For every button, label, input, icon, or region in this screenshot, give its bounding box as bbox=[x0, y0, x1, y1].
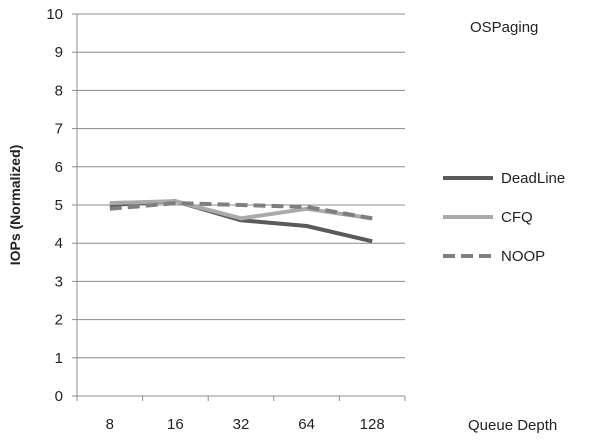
series-lines bbox=[109, 199, 373, 244]
legend-label-deadline: DeadLine bbox=[501, 170, 565, 187]
legend-label-noop: NOOP bbox=[501, 248, 545, 265]
y-axis-label: IOPs (Normalized) bbox=[7, 145, 23, 266]
y-tick-label: 3 bbox=[55, 273, 63, 290]
axes bbox=[72, 13, 406, 401]
x-tick-label: 16 bbox=[167, 416, 184, 433]
y-tick-label: 7 bbox=[55, 121, 63, 138]
y-tick-label: 4 bbox=[55, 235, 63, 252]
x-tick-label: 128 bbox=[360, 416, 385, 433]
chart-annotation: OSPaging bbox=[470, 19, 538, 36]
y-tick-label: 5 bbox=[55, 197, 63, 214]
gridlines bbox=[77, 13, 405, 359]
tick-labels: 0 1 2 3 4 5 6 7 8 9 10 8 16 32 64 128 bbox=[46, 6, 384, 433]
y-tick-label: 6 bbox=[55, 159, 63, 176]
series-line-noop bbox=[109, 201, 373, 221]
x-axis-label: Queue Depth bbox=[468, 417, 557, 434]
legend-label-cfq: CFQ bbox=[501, 209, 533, 226]
legend: DeadLine CFQ NOOP bbox=[443, 170, 565, 265]
y-tick-label: 9 bbox=[55, 44, 63, 61]
y-tick-label: 10 bbox=[46, 6, 63, 23]
y-tick-label: 0 bbox=[55, 388, 63, 405]
y-tick-label: 2 bbox=[55, 312, 63, 329]
x-tick-label: 64 bbox=[298, 416, 315, 433]
y-tick-label: 8 bbox=[55, 82, 63, 99]
x-tick-label: 32 bbox=[233, 416, 250, 433]
x-tick-label: 8 bbox=[106, 416, 114, 433]
y-tick-label: 1 bbox=[55, 350, 63, 367]
